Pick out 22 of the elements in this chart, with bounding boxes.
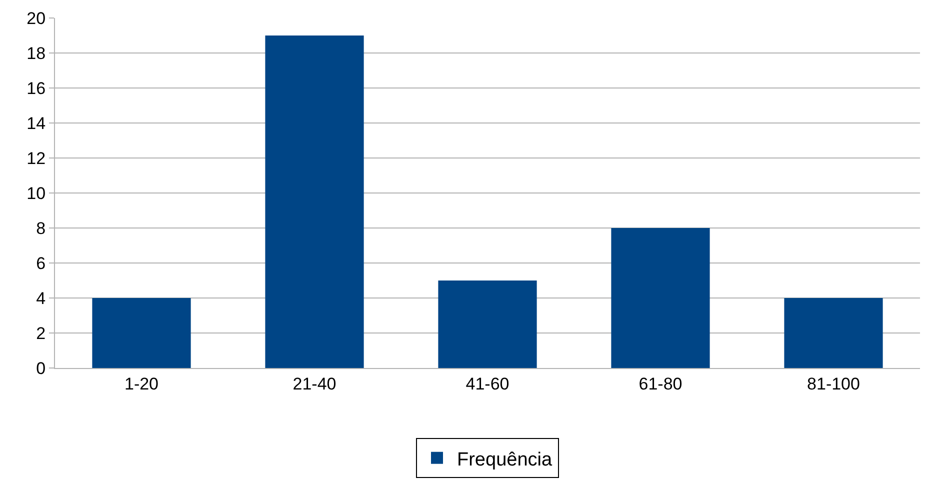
y-tick-label: 16 [26,78,46,98]
x-tick-label: 21-40 [292,374,336,394]
y-tick-label: 10 [26,184,46,203]
x-tick-label: 1-20 [124,374,159,394]
y-tick-label: 4 [36,288,46,308]
y-tick-label: 20 [26,8,46,28]
y-tick-label: 18 [26,44,46,63]
x-tick-label: 81-100 [807,374,860,394]
bar [92,298,191,368]
y-tick-label: 12 [26,148,46,168]
legend-label: Frequência [457,449,552,470]
bar [784,298,883,368]
bar [438,280,537,368]
y-tick-label: 6 [36,254,46,273]
x-tick-label: 41-60 [466,374,510,394]
bar [265,36,364,368]
bar [611,228,710,368]
y-tick-label: 0 [36,358,46,378]
y-tick-label: 2 [36,324,46,343]
y-tick-label: 8 [36,218,46,238]
x-tick-label: 61-80 [638,374,682,394]
y-tick-label: 14 [26,114,46,133]
